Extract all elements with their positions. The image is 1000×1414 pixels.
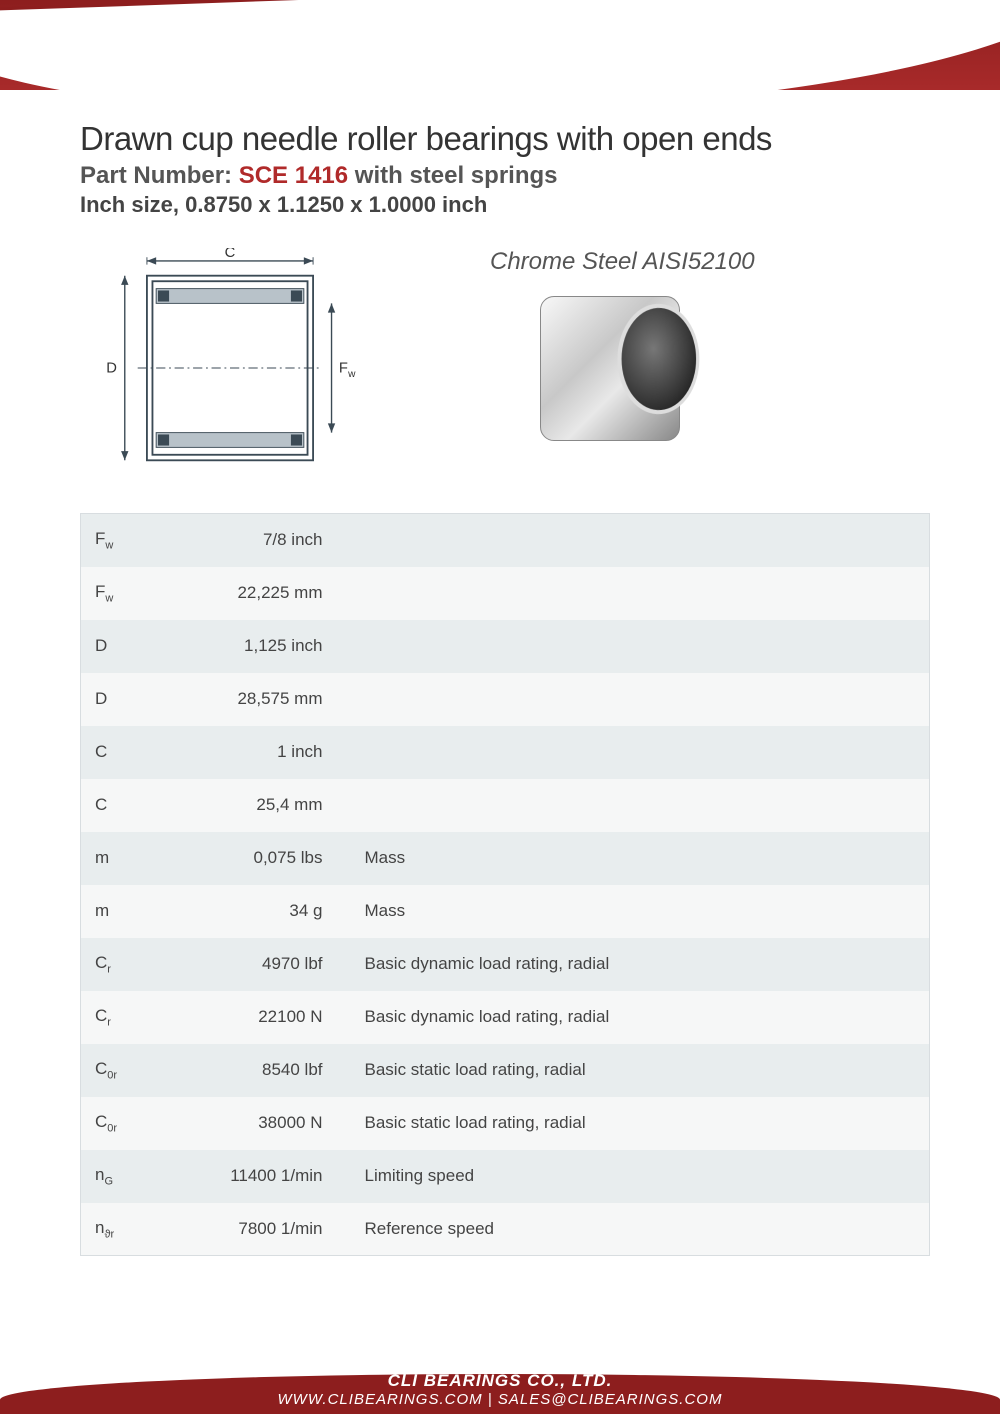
part-number-line: Part Number: SCE 1416 with steel springs [80,162,930,190]
spec-value: 4970 lbf [161,938,351,991]
spec-symbol: Cr [81,938,161,991]
spec-symbol: nϑr [81,1203,161,1256]
part-prefix: Part Number: [80,162,232,189]
spec-value: 0,075 lbs [161,832,351,885]
spec-description: Reference speed [351,1203,930,1256]
spec-description [351,620,930,673]
spec-description: Limiting speed [351,1150,930,1203]
bearing-diagram-svg: C D F w [80,248,380,488]
material-label: Chrome Steel AISI52100 [490,248,930,276]
spec-table-body: Fw7/8 inchFw22,225 mmD1,125 inchD28,575 … [81,514,930,1256]
table-row: m34 gMass [81,885,930,938]
dim-d-label: D [106,361,117,377]
table-row: Fw7/8 inch [81,514,930,567]
spec-symbol: D [81,673,161,726]
spec-symbol: Cr [81,991,161,1044]
spec-value: 28,575 mm [161,673,351,726]
spec-symbol: C0r [81,1044,161,1097]
spec-description: Mass [351,885,930,938]
spec-description [351,567,930,620]
table-row: C25,4 mm [81,779,930,832]
spec-description [351,514,930,567]
spec-value: 8540 lbf [161,1044,351,1097]
spec-symbol: nG [81,1150,161,1203]
spec-value: 34 g [161,885,351,938]
table-row: C0r38000 NBasic static load rating, radi… [81,1097,930,1150]
spec-value: 7800 1/min [161,1203,351,1256]
spec-symbol: Fw [81,514,161,567]
page-title: Drawn cup needle roller bearings with op… [80,120,930,158]
table-row: Cr22100 NBasic dynamic load rating, radi… [81,991,930,1044]
spec-description: Basic static load rating, radial [351,1044,930,1097]
spec-symbol: Fw [81,567,161,620]
spec-value: 22,225 mm [161,567,351,620]
table-row: nG11400 1/minLimiting speed [81,1150,930,1203]
page-header: CLI®BEARINGS [0,0,1000,90]
spec-symbol: C0r [81,1097,161,1150]
part-number: SCE 1416 [239,162,348,189]
product-photo [520,286,700,456]
table-row: C0r8540 lbfBasic static load rating, rad… [81,1044,930,1097]
table-row: D28,575 mm [81,673,930,726]
spec-description [351,779,930,832]
spec-symbol: C [81,726,161,779]
footer-company: CLI BEARINGS CO., LTD. [388,1371,613,1390]
size-line: Inch size, 0.8750 x 1.1250 x 1.0000 inch [80,192,930,218]
spec-symbol: m [81,832,161,885]
page-footer: CLI BEARINGS CO., LTD. WWW.CLIBEARINGS.C… [0,1344,1000,1414]
spec-value: 25,4 mm [161,779,351,832]
spec-value: 11400 1/min [161,1150,351,1203]
header-swoosh-icon [0,0,1000,90]
svg-text:w: w [347,369,356,380]
table-row: Cr4970 lbfBasic dynamic load rating, rad… [81,938,930,991]
table-row: C1 inch [81,726,930,779]
table-row: m0,075 lbsMass [81,832,930,885]
spec-description: Mass [351,832,930,885]
table-row: Fw22,225 mm [81,567,930,620]
dim-fw-label: F [339,361,348,377]
footer-text: CLI BEARINGS CO., LTD. WWW.CLIBEARINGS.C… [0,1371,1000,1408]
spec-value: 1,125 inch [161,620,351,673]
content-area: Drawn cup needle roller bearings with op… [0,90,1000,1256]
part-suffix: with steel springs [355,162,558,189]
spec-description [351,726,930,779]
spec-symbol: m [81,885,161,938]
diagram-row: C D F w Chrome St [80,248,930,493]
spec-description [351,673,930,726]
spec-description: Basic dynamic load rating, radial [351,991,930,1044]
dim-c-label: C [225,248,236,261]
spec-value: 7/8 inch [161,514,351,567]
spec-table: Fw7/8 inchFw22,225 mmD1,125 inchD28,575 … [80,513,930,1256]
table-row: D1,125 inch [81,620,930,673]
footer-contact: WWW.CLIBEARINGS.COM | SALES@CLIBEARINGS.… [278,1391,723,1408]
technical-diagram: C D F w [80,248,410,493]
spec-value: 22100 N [161,991,351,1044]
spec-symbol: D [81,620,161,673]
product-photo-column: Chrome Steel AISI52100 [470,248,930,493]
spec-symbol: C [81,779,161,832]
spec-value: 1 inch [161,726,351,779]
spec-description: Basic static load rating, radial [351,1097,930,1150]
spec-value: 38000 N [161,1097,351,1150]
table-row: nϑr7800 1/minReference speed [81,1203,930,1256]
spec-description: Basic dynamic load rating, radial [351,938,930,991]
